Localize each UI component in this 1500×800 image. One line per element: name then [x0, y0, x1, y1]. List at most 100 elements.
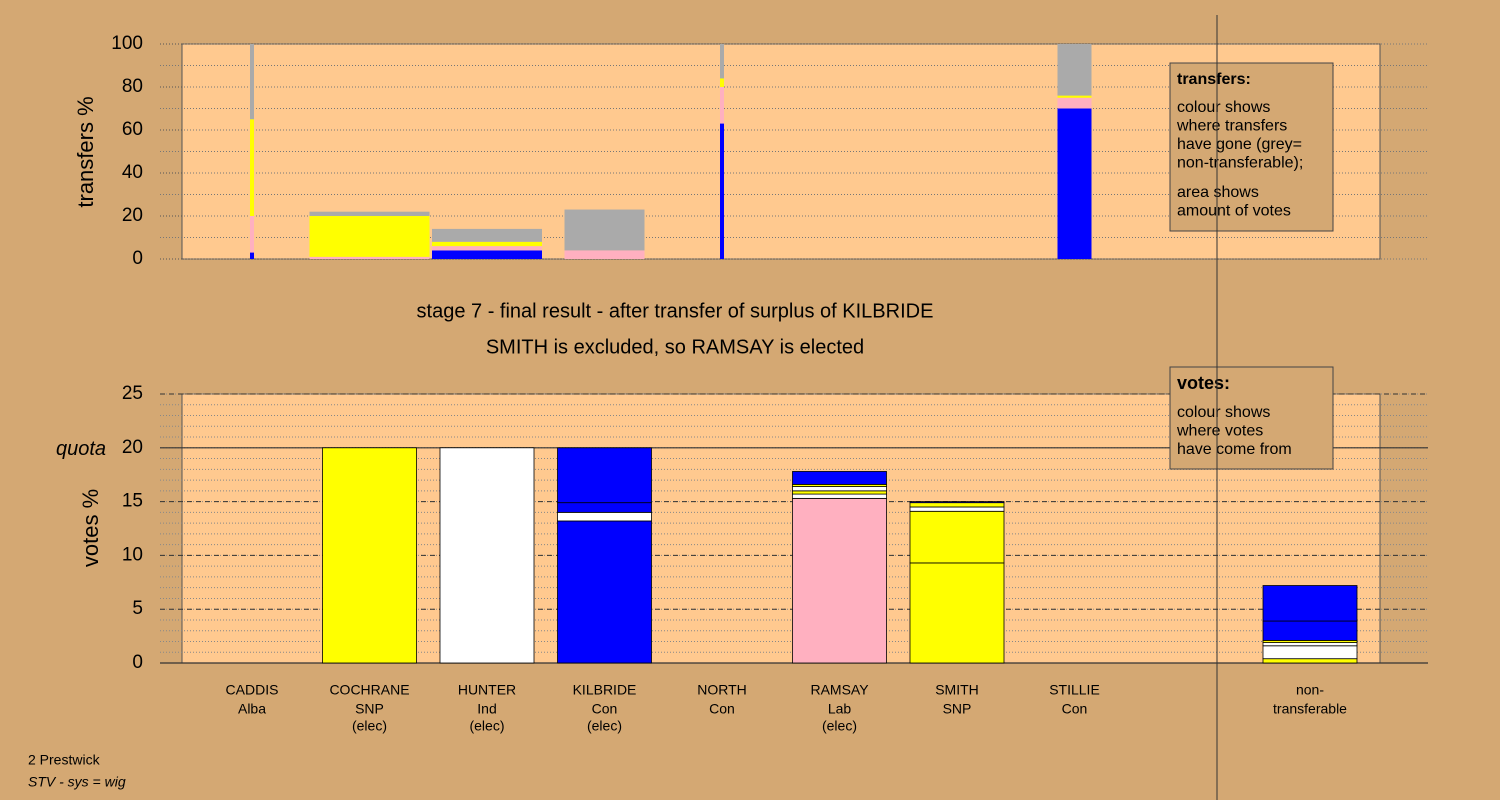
candidate-name: CADDIS	[226, 682, 279, 698]
legend-text: area shows	[1177, 184, 1259, 201]
legend: transfers: colour shows where transfershav…	[1169, 62, 1334, 232]
nontransferable-label: non-	[1296, 682, 1324, 698]
candidate-status: (elec)	[352, 718, 387, 734]
y-tick-label: 25	[122, 383, 143, 404]
candidate-name: SMITH	[935, 682, 979, 698]
vote-segment	[1262, 658, 1358, 664]
y-tick-label: 15	[122, 491, 143, 512]
candidate-party: Ind	[477, 701, 496, 717]
vote-segment	[792, 493, 887, 499]
candidate-party: Con	[592, 701, 618, 717]
legend-text: have come from	[1177, 441, 1292, 458]
vote-segment	[792, 471, 887, 485]
transfer-segment	[1057, 95, 1092, 98]
y-tick-label: 0	[132, 248, 143, 269]
vote-segment	[909, 506, 1005, 512]
y-tick-label: 80	[122, 76, 143, 97]
transfer-segment	[564, 209, 645, 251]
candidate-name: NORTH	[697, 682, 747, 698]
legend-text: amount of votes	[1177, 203, 1291, 220]
candidate-party: SNP	[355, 701, 384, 717]
legend-box	[1169, 62, 1334, 232]
y-tick-label: 20	[122, 205, 143, 226]
vote-segment	[557, 520, 652, 664]
legend-text: have gone (grey=	[1177, 136, 1302, 153]
y-tick-label: 5	[132, 598, 143, 619]
vote-segment	[557, 447, 652, 504]
vote-segment	[909, 510, 1005, 564]
transfer-segment	[309, 256, 430, 259]
transfer-segment	[432, 250, 542, 259]
candidate-status: (elec)	[587, 718, 622, 734]
nontransferable-label: transferable	[1273, 701, 1347, 717]
transfer-segment	[432, 241, 542, 247]
stage-subtitle: SMITH is excluded, so RAMSAY is elected	[486, 336, 864, 358]
legend-box	[1169, 366, 1334, 470]
transfer-segment	[1057, 44, 1092, 96]
footer-system: STV - sys = wig	[28, 774, 126, 790]
transfer-segment	[1057, 97, 1092, 109]
legend-title: votes:	[1177, 373, 1230, 393]
candidate-name: COCHRANE	[329, 682, 409, 698]
candidate-status: (elec)	[469, 718, 504, 734]
vote-segment	[792, 497, 887, 664]
vote-segment	[322, 447, 417, 664]
candidate-party: SNP	[943, 701, 972, 717]
transfer-segment	[720, 78, 724, 87]
vote-segment	[439, 447, 535, 664]
vote-segment	[1262, 645, 1358, 660]
transfer-segment	[720, 87, 724, 124]
candidate-name: HUNTER	[458, 682, 516, 698]
transfer-segment	[1057, 108, 1092, 259]
candidate-party: Alba	[238, 701, 266, 717]
y-tick-label: 60	[122, 119, 143, 140]
footer-area: 2 Prestwick	[28, 752, 101, 768]
transfer-segment	[250, 252, 254, 259]
candidate-name: STILLIE	[1049, 682, 1100, 698]
y-tick-label: 20	[122, 437, 143, 458]
legend-text: non-transferable);	[1177, 155, 1303, 172]
vote-segment	[557, 511, 652, 522]
legend-text: colour shows	[1177, 99, 1270, 116]
transfer-segment	[250, 216, 254, 253]
legend-text: colour shows	[1177, 404, 1270, 421]
y-tick-label: 10	[122, 544, 143, 565]
transfer-segment	[720, 44, 724, 79]
vote-segment	[557, 502, 652, 513]
legend-text: where votes	[1176, 423, 1263, 440]
quota-label: quota	[56, 438, 106, 460]
vote-segment	[909, 562, 1005, 664]
transfer-segment	[309, 211, 430, 216]
y-axis-label: transfers %	[73, 96, 98, 207]
transfer-segment	[432, 228, 542, 242]
stage-title: stage 7 - final result - after transfer …	[417, 300, 934, 322]
y-axis-label: votes %	[78, 489, 103, 567]
transfer-segment	[432, 246, 542, 251]
candidate-status: (elec)	[822, 718, 857, 734]
vote-segment	[1262, 620, 1358, 641]
y-tick-label: 40	[122, 162, 143, 183]
transfer-segment	[250, 119, 254, 216]
transfer-segment	[564, 250, 645, 259]
transfer-segment	[250, 44, 254, 120]
vote-segment	[792, 486, 887, 492]
transfer-segment	[720, 123, 724, 259]
candidate-name: KILBRIDE	[573, 682, 637, 698]
legend-title: transfers:	[1177, 71, 1251, 88]
vote-segment	[1262, 585, 1358, 622]
vote-segment	[792, 490, 887, 495]
candidate-party: Con	[709, 701, 735, 717]
y-tick-label: 0	[132, 652, 143, 673]
vote-segment	[909, 501, 1005, 504]
vote-segment	[909, 502, 1005, 508]
candidate-name: RAMSAY	[810, 682, 869, 698]
legend-text: where transfers	[1176, 118, 1287, 135]
candidate-party: Con	[1062, 701, 1088, 717]
candidate-party: Lab	[828, 701, 852, 717]
y-tick-label: 100	[111, 33, 143, 54]
vote-segment	[1262, 642, 1358, 647]
transfer-segment	[309, 216, 430, 257]
